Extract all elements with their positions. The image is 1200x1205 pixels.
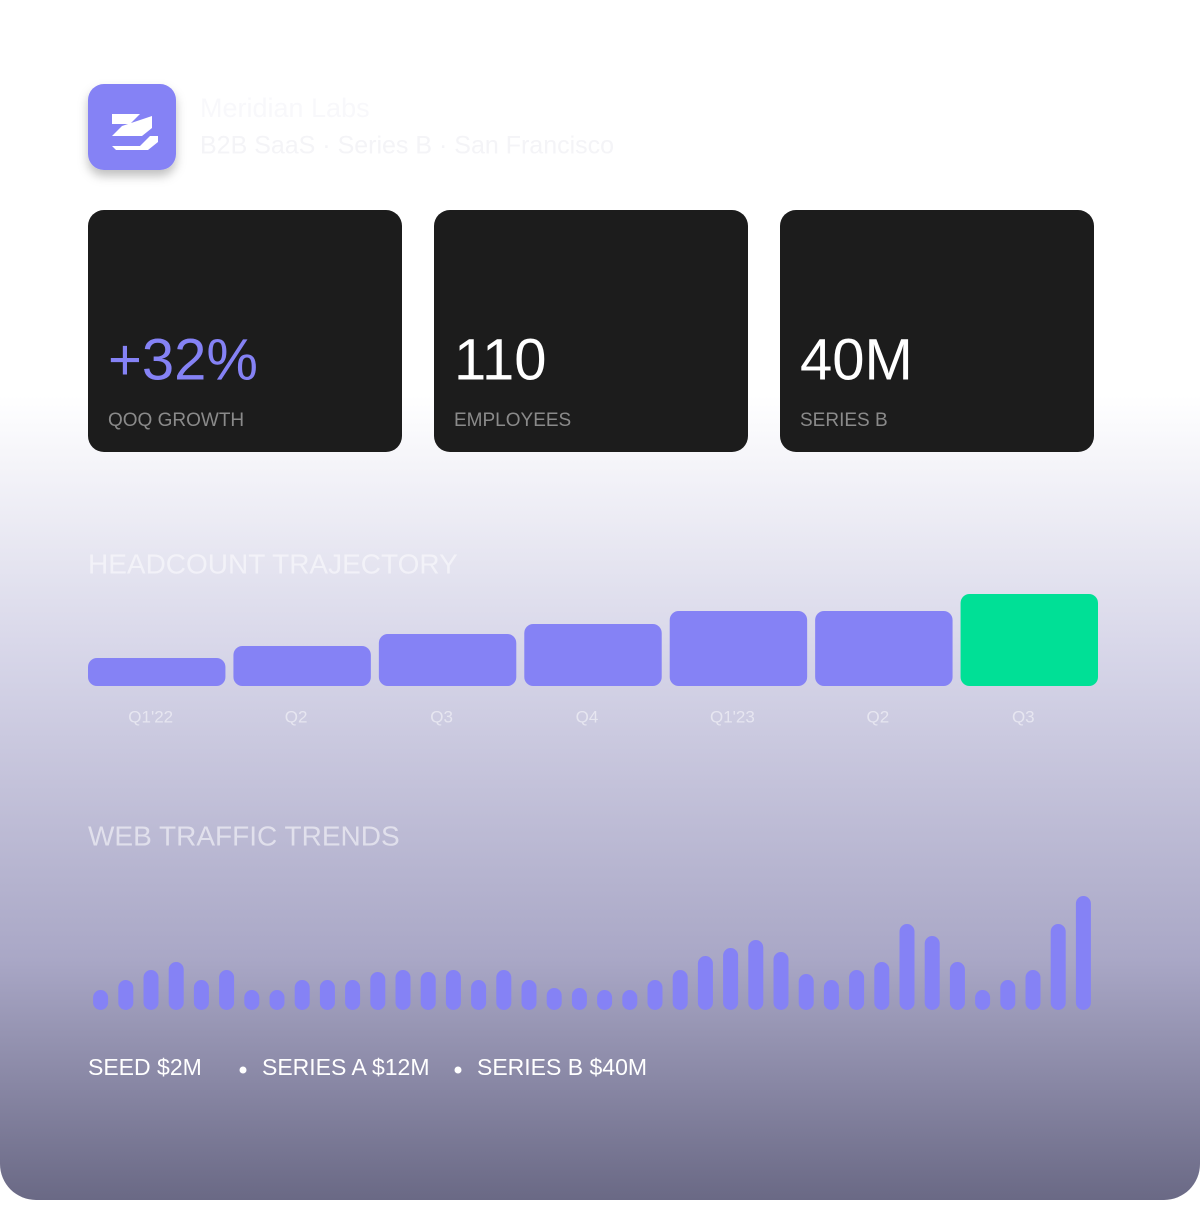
logo-mark [112,114,158,150]
x-tick-label: Q2 [867,707,890,726]
separator [239,1066,247,1074]
stat-value: 40M [800,327,913,392]
bar [88,658,226,686]
bar [669,611,808,686]
separator [454,1066,462,1074]
bar [471,980,487,1010]
bar [445,970,461,1010]
bar [521,980,537,1010]
bar [899,924,915,1010]
bar [378,634,517,686]
bar [244,990,260,1010]
bar [319,980,335,1010]
bar [975,990,991,1010]
bar [143,970,159,1010]
bar [597,990,613,1010]
x-tick-label: Q1'22 [128,707,173,726]
company-name: Meridian Labs [200,93,370,123]
bar [697,956,713,1010]
x-tick-label: Q1'23 [710,707,755,726]
bar [420,972,436,1010]
bar [496,970,512,1010]
stat-card: 40M SERIES B [780,210,1094,452]
funding-round: SERIES B $40M [477,1054,647,1080]
bar [571,988,587,1010]
stat-value: +32% [108,327,258,392]
bar [1025,970,1041,1010]
bar [773,952,789,1010]
section-title: WEB TRAFFIC TRENDS [88,820,400,851]
x-tick-label: Q3 [430,707,453,726]
bar [269,990,285,1010]
x-tick-label: Q2 [285,707,308,726]
bar [798,974,814,1010]
bar [524,624,662,686]
bar [118,980,134,1010]
bar [219,970,235,1010]
funding-round: SERIES A $12M [262,1054,429,1080]
bar [874,962,890,1010]
stat-label: EMPLOYEES [454,410,571,431]
bar [647,980,663,1010]
bar [168,962,184,1010]
x-tick-label: Q4 [576,707,599,726]
bar [546,988,562,1010]
bar [233,646,371,686]
bar [345,980,361,1010]
bar [1075,896,1091,1010]
bar [672,970,688,1010]
funding-round: SEED $2M [88,1054,202,1080]
bar [1050,924,1066,1010]
company-subtitle: B2B SaaS · Series B · San Francisco [200,132,614,160]
stat-card: 110 EMPLOYEES [434,210,748,452]
bar [370,972,386,1010]
bar [960,594,1098,686]
bar [823,980,839,1010]
bar [723,948,739,1010]
bar [193,980,209,1010]
bar [93,990,109,1010]
stat-label: QOQ GROWTH [108,410,244,431]
stat-label: SERIES B [800,410,888,431]
stat-card: +32% QOQ GROWTH [88,210,402,452]
bar [815,611,953,686]
bar [748,940,764,1010]
bar [294,980,310,1010]
stat-value: 110 [454,327,546,392]
bar [1000,980,1016,1010]
x-tick-label: Q3 [1012,707,1035,726]
bar [622,990,638,1010]
bar [849,970,865,1010]
bar [395,970,411,1010]
bar [949,962,965,1010]
bar [924,936,940,1010]
section-title: HEADCOUNT TRAJECTORY [88,548,458,579]
